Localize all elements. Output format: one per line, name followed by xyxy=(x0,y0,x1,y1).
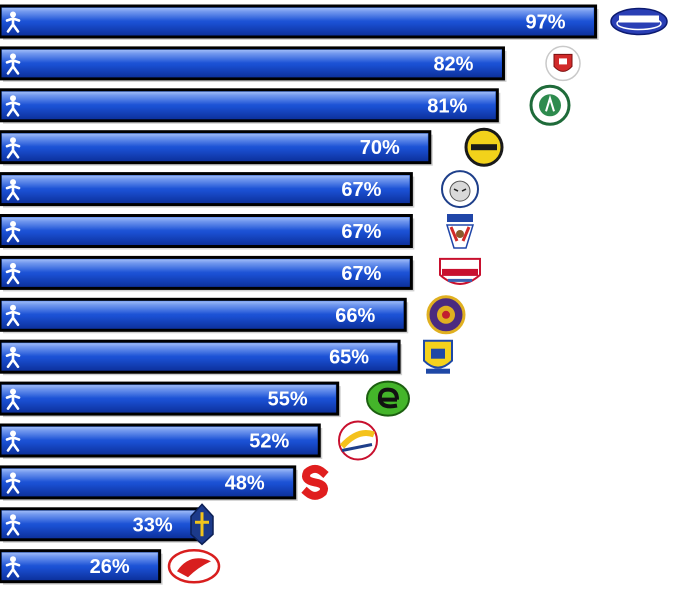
bar-gloss xyxy=(2,217,410,231)
bar-value-label: 48% xyxy=(225,472,265,494)
bar-gloss xyxy=(2,301,404,315)
red-crest-logo-icon xyxy=(545,45,581,82)
bar-value-label: 66% xyxy=(335,305,375,327)
bar-group: 33% xyxy=(0,507,206,543)
bar-gloss xyxy=(2,91,496,105)
bar-gloss xyxy=(2,133,428,147)
person-icon xyxy=(5,95,21,117)
bar-value-label: 26% xyxy=(90,556,130,578)
bar-group: 70% xyxy=(0,130,433,166)
bar-value-label: 81% xyxy=(427,95,467,117)
person-icon xyxy=(5,53,21,75)
green-e-logo-icon xyxy=(366,380,410,417)
bar-group: 65% xyxy=(0,339,403,376)
mountfield-shield-logo-icon xyxy=(439,257,481,285)
bar-group: 67% xyxy=(0,214,415,250)
bar-value-label: 67% xyxy=(341,221,381,243)
bar-value-label: 67% xyxy=(341,263,381,285)
indian-head-logo-icon xyxy=(445,214,475,249)
purple-round-logo-icon xyxy=(426,295,466,335)
bar-gloss xyxy=(2,468,293,482)
bar-value-label: 55% xyxy=(268,389,308,411)
bar-value-label: 52% xyxy=(249,431,289,453)
bar-group: 82% xyxy=(0,46,507,82)
person-icon xyxy=(5,304,21,327)
person-icon xyxy=(5,556,21,578)
bar-gloss xyxy=(2,427,318,441)
yellow-crest-logo-icon xyxy=(423,339,453,374)
bar-value-label: 70% xyxy=(360,137,400,159)
person-icon xyxy=(5,472,21,494)
person-icon xyxy=(5,221,21,243)
kometa-logo-icon xyxy=(610,7,668,36)
bar-group: 67% xyxy=(0,172,415,208)
person-icon xyxy=(5,430,21,452)
red-s-logo-icon xyxy=(301,464,329,500)
bar-gloss xyxy=(2,385,336,399)
green-round-logo-icon xyxy=(529,84,571,126)
person-icon xyxy=(5,11,21,33)
bar-gloss xyxy=(2,8,594,22)
bar-value-label: 67% xyxy=(341,179,381,201)
bar-gloss xyxy=(2,49,502,63)
knight-logo-icon xyxy=(190,503,214,546)
red-yellow-round-logo-icon xyxy=(338,420,378,461)
bar-group: 66% xyxy=(0,297,409,334)
bar-value-label: 65% xyxy=(329,347,369,369)
bar-value-label: 33% xyxy=(133,514,173,536)
person-icon xyxy=(5,262,21,285)
bar-group: 55% xyxy=(0,381,341,418)
person-icon xyxy=(5,388,21,410)
bar-group: 67% xyxy=(0,255,415,292)
bar-value-label: 82% xyxy=(433,53,473,75)
bar-group: 48% xyxy=(0,465,298,501)
bar-group: 52% xyxy=(0,423,323,459)
bar-gloss xyxy=(2,259,410,273)
bar-group: 81% xyxy=(0,88,501,124)
person-icon xyxy=(5,179,21,201)
bar-value-label: 97% xyxy=(526,12,566,34)
yellow-black-round-logo-icon xyxy=(464,127,504,167)
person-icon xyxy=(5,137,21,159)
person-icon xyxy=(5,346,21,368)
person-icon xyxy=(5,514,21,536)
bar-group: 97% xyxy=(0,4,599,40)
bar-gloss xyxy=(2,343,398,357)
bar-gloss xyxy=(2,510,201,524)
bar-group: 26% xyxy=(0,549,163,585)
red-bird-logo-icon xyxy=(167,548,221,584)
tiger-logo-icon xyxy=(441,170,479,209)
bar-gloss xyxy=(2,552,158,566)
bar-gloss xyxy=(2,175,410,189)
